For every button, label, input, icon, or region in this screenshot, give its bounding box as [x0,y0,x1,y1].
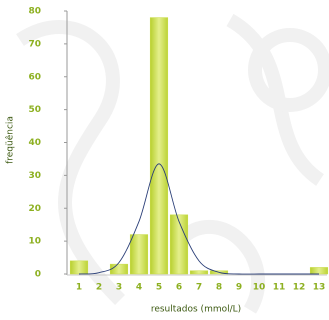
x-tick-label: 2 [96,283,102,293]
x-tick-label: 4 [136,283,142,293]
x-tick-label: 5 [156,283,162,293]
x-axis-title: resultados (mmol/L) [151,305,241,315]
x-tick-label: 8 [216,283,222,293]
chart: freqüência resultados (mmol/L) 0 10 20 30 40… [0,0,329,320]
y-tick-label: 0 [35,270,41,280]
y-tick-label: 20 [28,204,41,214]
x-tick-label: 7 [196,283,202,293]
y-tick-label: 10 [28,237,41,247]
bar [170,215,188,274]
bar [130,235,148,274]
x-tick-label: 12 [293,283,306,293]
y-tick-label: 30 [28,171,41,181]
page: freqüência resultados (mmol/L) 0 10 20 30 40… [0,0,329,320]
y-tick-label: 80 [28,7,41,17]
x-tick-label: 1 [76,283,82,293]
x-tick-label: 11 [273,283,286,293]
x-tick-label: 13 [313,283,326,293]
x-tick-label: 9 [236,283,242,293]
y-tick-label: 60 [28,72,41,82]
bar [150,18,168,274]
y-tick-label: 40 [28,138,41,148]
x-tick-label: 3 [116,283,122,293]
bar [70,261,88,274]
curve [79,164,319,274]
y-tick-label: 70 [28,39,41,49]
y-axis-title: freqüência [5,116,16,164]
bar [310,267,328,274]
y-tick-label: 50 [28,105,41,115]
bar [110,264,128,274]
bar [190,271,208,274]
x-tick-label: 10 [253,283,266,293]
x-tick-label: 6 [176,283,182,293]
